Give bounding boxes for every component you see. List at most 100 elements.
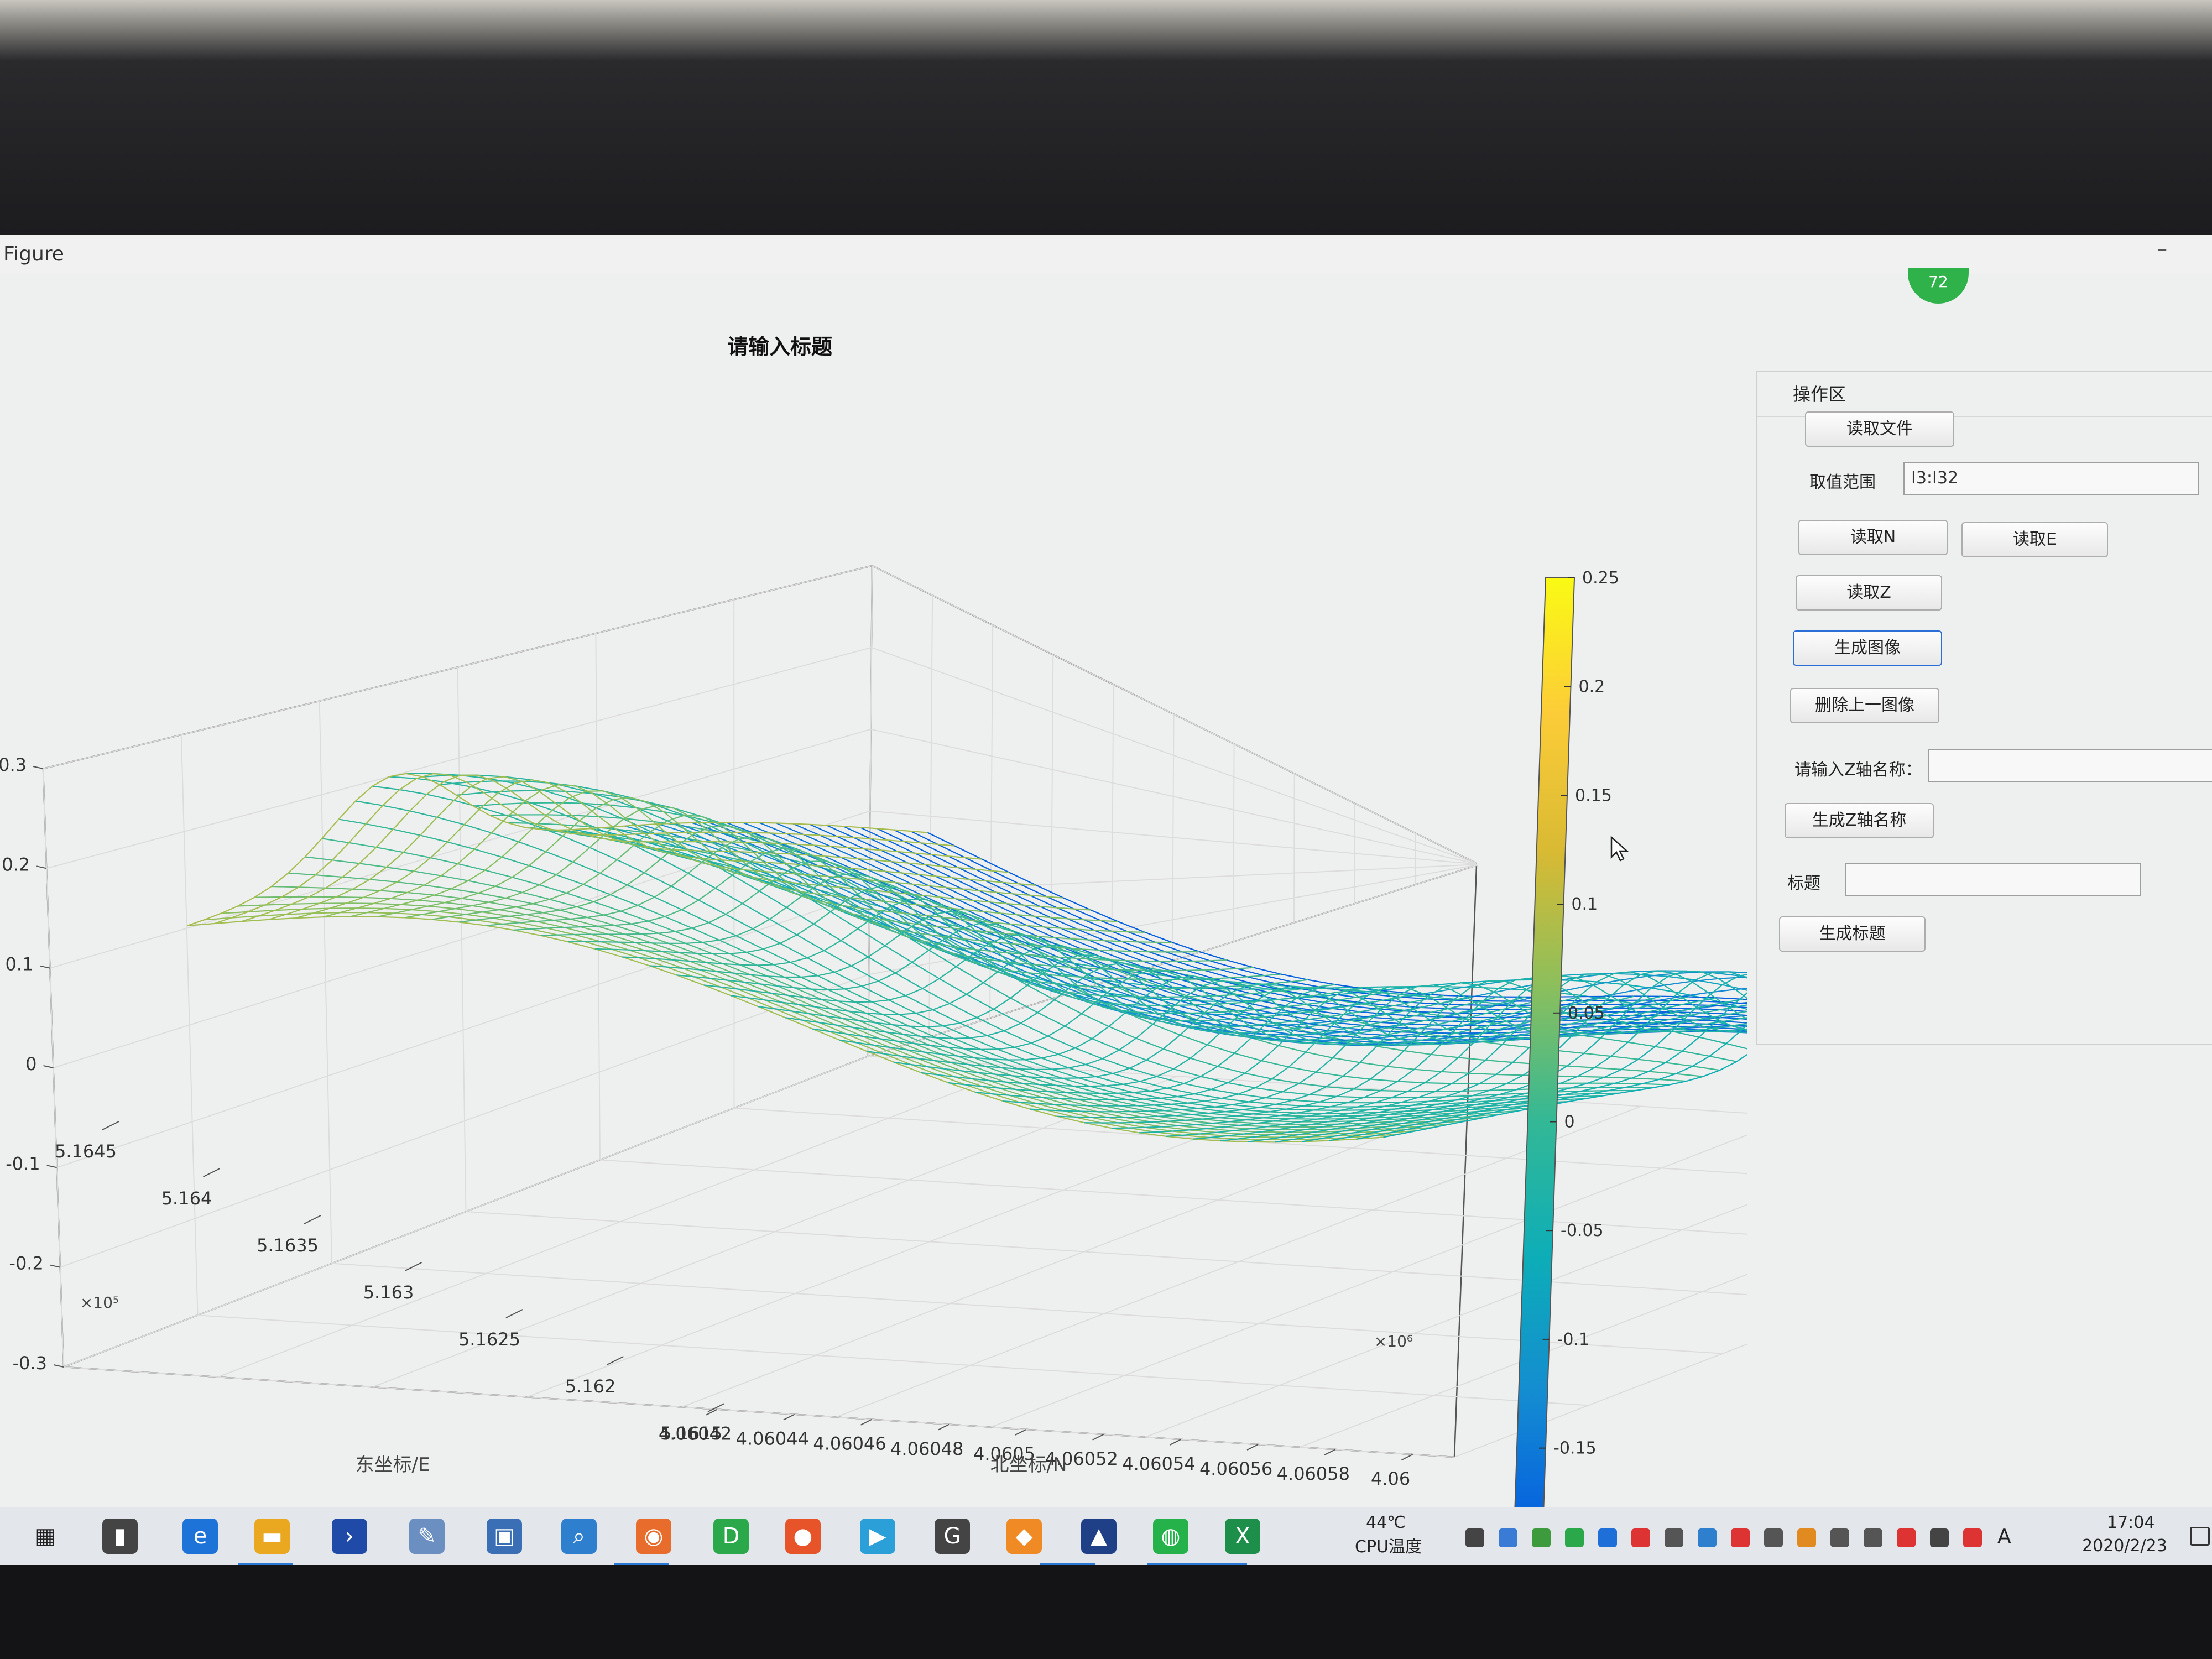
title-bar[interactable]: Figure – xyxy=(0,235,2212,274)
g-app-icon[interactable]: G xyxy=(935,1519,970,1554)
z-axis-name-label: 请输入Z轴名称： xyxy=(1794,760,1922,780)
y-tick-label: 4.06046 xyxy=(813,1433,886,1454)
matlab-icon[interactable]: ▲ xyxy=(1081,1519,1117,1554)
generate-z-axis-name-button[interactable]: 生成Z轴名称 xyxy=(1785,803,1934,838)
title-input[interactable] xyxy=(1845,863,2141,896)
file-explorer-icon[interactable]: ▬ xyxy=(254,1519,290,1554)
bluetooth-icon[interactable] xyxy=(1598,1528,1617,1547)
colorbar-tick-label: 0.1 xyxy=(1572,895,1598,914)
excel-icon[interactable]: X xyxy=(1225,1519,1260,1554)
figure-window: Figure – 72 -0.3 -0.2 -0.1 0 0.1 0.2 0.3 5.1615… xyxy=(0,235,2212,1512)
title-label: 标题 xyxy=(1787,874,1820,893)
active-app-indicator xyxy=(1040,1563,1095,1566)
colorbar-tick-label: -0.1 xyxy=(1557,1330,1590,1349)
ime-indicator[interactable]: A xyxy=(1997,1525,2011,1548)
colorbar-tick-label: 0.2 xyxy=(1579,677,1605,697)
cpu-temperature-value: 44℃ xyxy=(1366,1513,1406,1532)
orange-app-icon[interactable]: ◆ xyxy=(1006,1519,1042,1554)
x-axis-label: 东坐标/E xyxy=(356,1454,430,1476)
powershell-icon[interactable]: › xyxy=(332,1519,367,1554)
volume-icon[interactable] xyxy=(1930,1528,1949,1547)
z-tick-label: 0.1 xyxy=(5,954,33,975)
clock-date[interactable]: 2020/2/23 xyxy=(2082,1536,2167,1556)
operation-panel: 操作区 读取文件 取值范围 I3:I32 读取N 读取E 读取Z 生成图像 删除… xyxy=(1756,371,2212,1045)
notification-center-icon[interactable] xyxy=(2190,1527,2210,1546)
z-tick-label: 0.3 xyxy=(0,754,27,775)
window-title: Figure xyxy=(3,243,64,265)
wechat-icon[interactable]: ◍ xyxy=(1153,1519,1188,1554)
network-warning-icon[interactable] xyxy=(1731,1528,1750,1547)
range-input[interactable]: I3:I32 xyxy=(1903,462,2199,495)
z-tick-label: 0.2 xyxy=(2,854,30,875)
read-e-button[interactable]: 读取E xyxy=(1961,522,2108,557)
user-icon[interactable] xyxy=(1499,1528,1517,1547)
temperature-badge: 72 xyxy=(1908,268,1969,304)
read-n-button[interactable]: 读取N xyxy=(1798,520,1948,555)
y-tick-label: 4.06058 xyxy=(1277,1463,1350,1484)
colorbar-tick-label: -0.15 xyxy=(1553,1439,1597,1458)
video-player-icon[interactable]: ▶ xyxy=(860,1519,895,1554)
task-view-icon[interactable]: ▮ xyxy=(102,1519,138,1554)
y-tick-label: 4.06042 xyxy=(659,1423,732,1444)
panel-title: 操作区 xyxy=(1793,384,1846,405)
z-tick-label: -0.1 xyxy=(6,1153,40,1174)
sogou-icon[interactable] xyxy=(1963,1528,1982,1547)
active-app-indicator xyxy=(238,1563,293,1566)
colorbar-tick-label: 0 xyxy=(1564,1113,1575,1132)
taskbar: ▦ ▮ e ▬ › ✎ ▣ ⌕ ◉ D ● ▶ G ◆ ▲ ◍ X 44℃ CPU温度 A 17:04 2020… xyxy=(0,1507,2212,1568)
axis-ticks: -0.3 -0.2 -0.1 0 0.1 0.2 0.3 5.1615 5.162 5.1625 5… xyxy=(0,754,1413,1489)
windows-start-icon[interactable]: ▦ xyxy=(35,1524,56,1549)
nvidia-icon[interactable] xyxy=(1532,1528,1551,1547)
x-tick-label: 5.1635 xyxy=(257,1235,319,1256)
monitor-tray-icon[interactable] xyxy=(1897,1528,1916,1547)
usb-icon[interactable] xyxy=(1665,1528,1683,1547)
read-file-button[interactable]: 读取文件 xyxy=(1805,411,1954,447)
edge-icon[interactable]: e xyxy=(182,1519,218,1554)
battery-icon[interactable] xyxy=(1830,1528,1849,1547)
x-tick-label: 5.1615 xyxy=(660,1423,722,1444)
firefox-icon[interactable]: ● xyxy=(785,1519,821,1554)
surface-plot[interactable]: -0.3 -0.2 -0.1 0 0.1 0.2 0.3 5.1615 5.162 5.1625 5… xyxy=(0,274,1747,1512)
y-tick-label: 4.06044 xyxy=(736,1428,809,1449)
wechat-tray-icon[interactable] xyxy=(1565,1528,1584,1547)
remote-desktop-icon[interactable]: ▣ xyxy=(487,1519,522,1554)
y-tick-label: 4.06056 xyxy=(1199,1458,1272,1479)
panel-divider xyxy=(1757,416,2212,417)
shield-tray-icon[interactable] xyxy=(1797,1528,1816,1547)
delete-previous-image-button[interactable]: 删除上一图像 xyxy=(1790,688,1939,723)
y-tick-label: 4.06052 xyxy=(1045,1448,1118,1469)
generate-title-button[interactable]: 生成标题 xyxy=(1779,916,1926,952)
active-app-indicator xyxy=(1147,1563,1203,1566)
display-icon[interactable] xyxy=(1764,1528,1783,1547)
app-tray-icon[interactable] xyxy=(1698,1528,1717,1547)
uc-browser-icon[interactable]: ◉ xyxy=(636,1519,671,1554)
search-tool-icon[interactable]: ⌕ xyxy=(561,1519,597,1554)
z-tick-label: -0.2 xyxy=(9,1253,43,1274)
z-axis-name-input[interactable] xyxy=(1928,749,2212,782)
chart-title: 请输入标题 xyxy=(727,335,832,359)
active-app-indicator xyxy=(614,1563,669,1566)
colorbar: 0.250.20.150.10.050-0.05-0.1-0.15-0.2-0.… xyxy=(1514,568,1619,1512)
monitor-bezel-top xyxy=(0,0,2212,238)
z-tick-label: 0 xyxy=(25,1053,36,1074)
x-tick-label: 5.164 xyxy=(161,1188,212,1209)
colorbar-tick-label: 0.25 xyxy=(1582,568,1619,588)
read-z-button[interactable]: 读取Z xyxy=(1796,575,1942,611)
mouse-cursor-icon xyxy=(1610,836,1629,862)
dxsoft-icon[interactable]: D xyxy=(713,1519,749,1554)
y-axis-exponent: ×10⁶ xyxy=(1374,1332,1413,1350)
colorbar-gradient xyxy=(1514,577,1575,1512)
y-axis-label: 北坐标/N xyxy=(990,1454,1067,1476)
wifi-icon[interactable] xyxy=(1864,1528,1882,1547)
z-tick-label: -0.3 xyxy=(13,1353,47,1374)
minimize-button[interactable]: – xyxy=(2157,238,2167,260)
cpu-temperature-label: CPU温度 xyxy=(1355,1537,1422,1557)
generate-image-button[interactable]: 生成图像 xyxy=(1793,630,1942,666)
people-icon[interactable] xyxy=(1465,1528,1484,1547)
x-tick-label: 5.1625 xyxy=(458,1329,520,1350)
security-icon[interactable] xyxy=(1631,1528,1650,1547)
active-app-indicator xyxy=(1192,1563,1247,1566)
paint-icon[interactable]: ✎ xyxy=(409,1519,445,1554)
clock-time[interactable]: 17:04 xyxy=(2107,1513,2155,1532)
monitor-bezel-bottom xyxy=(0,1565,2212,1659)
